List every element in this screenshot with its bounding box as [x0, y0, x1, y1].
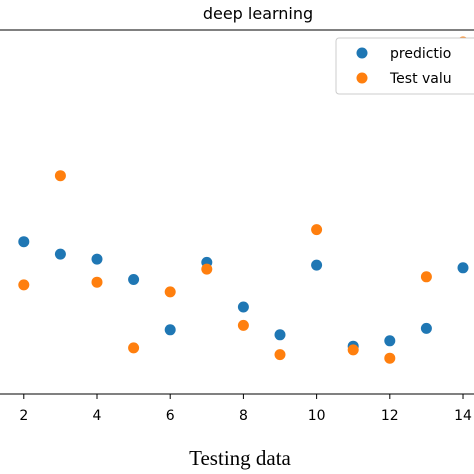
x-tick-label: 4 — [93, 408, 102, 424]
x-tick-label: 10 — [308, 408, 326, 424]
x-tick-label: 14 — [454, 408, 472, 424]
legend-marker-1 — [356, 47, 368, 59]
legend: predictio Test valu — [335, 37, 474, 95]
series-1-point — [311, 259, 323, 271]
x-tick-label: 6 — [166, 408, 175, 424]
x-tick-label: 2 — [19, 408, 28, 424]
series-2-point — [347, 344, 359, 356]
series-2-point — [201, 263, 213, 275]
series-2-point — [274, 349, 286, 361]
series-2-point — [18, 279, 30, 291]
series-2-point — [91, 276, 103, 288]
series-2-point — [311, 224, 323, 236]
series-1-point — [384, 335, 396, 347]
series-1-point — [91, 253, 103, 265]
chart-title: deep learning — [203, 4, 313, 23]
legend-label-1: predictio — [390, 46, 451, 62]
legend-label-2: Test valu — [389, 71, 452, 87]
series-2-point — [54, 170, 66, 182]
series-2-point — [128, 342, 140, 354]
x-tick-label: 8 — [239, 408, 248, 424]
series-2-point — [420, 271, 432, 283]
series-1-point — [237, 301, 249, 313]
series-1-point — [54, 248, 66, 260]
series-1-point — [457, 262, 469, 274]
x-tick-label: 12 — [381, 408, 399, 424]
axes-frame — [0, 29, 474, 395]
series-1-point — [18, 236, 30, 248]
legend-marker-2 — [356, 72, 368, 84]
series-1-point — [420, 322, 432, 334]
series-1-point — [164, 324, 176, 336]
legend-box — [335, 37, 474, 95]
x-axis-label: Testing data — [189, 446, 291, 470]
series-1-point — [128, 274, 140, 285]
series-2-point — [384, 352, 396, 364]
x-axis-ticks: 2 4 6 8 10 12 14 — [19, 394, 472, 424]
series-1-point — [274, 329, 286, 341]
series-2-point — [164, 286, 176, 298]
series-2-point — [237, 319, 249, 331]
data-points — [18, 36, 469, 364]
